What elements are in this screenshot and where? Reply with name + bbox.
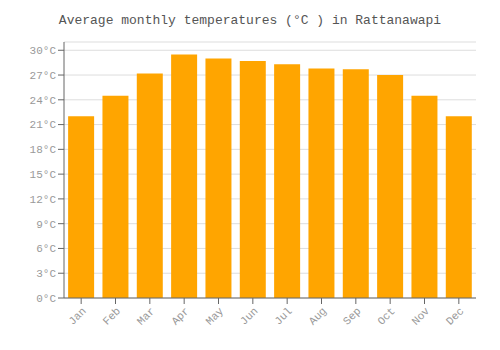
- svg-text:0°C: 0°C: [36, 293, 56, 305]
- svg-text:15°C: 15°C: [30, 169, 57, 181]
- svg-text:Apr: Apr: [169, 305, 191, 327]
- svg-text:12°C: 12°C: [30, 194, 57, 206]
- svg-text:Jan: Jan: [66, 305, 88, 327]
- html-text:Average monthly temperatures (: Average monthly temperatures (°C ) in Ra…: [58, 13, 442, 28]
- svg-text:Sep: Sep: [341, 305, 363, 327]
- svg-text:Mar: Mar: [135, 305, 157, 327]
- svg-text:9°C: 9°C: [36, 219, 56, 231]
- svg-text:Jun: Jun: [238, 305, 260, 327]
- svg-text:21°C: 21°C: [30, 119, 57, 131]
- svg-text:18°C: 18°C: [30, 144, 57, 156]
- svg-text:3°C: 3°C: [36, 268, 56, 280]
- svg-text:Feb: Feb: [101, 305, 123, 327]
- svg-text:27°C: 27°C: [30, 70, 57, 82]
- svg-text:Nov: Nov: [410, 305, 433, 328]
- svg-text:Oct: Oct: [375, 305, 397, 327]
- svg-text:24°C: 24°C: [30, 95, 57, 107]
- svg-text:30°C: 30°C: [30, 45, 57, 57]
- svg-text:Aug: Aug: [307, 305, 329, 327]
- svg-text:Dec: Dec: [444, 305, 466, 327]
- svg-text:6°C: 6°C: [36, 243, 56, 255]
- svg-text:May: May: [204, 305, 227, 328]
- svg-text:Jul: Jul: [272, 305, 294, 327]
